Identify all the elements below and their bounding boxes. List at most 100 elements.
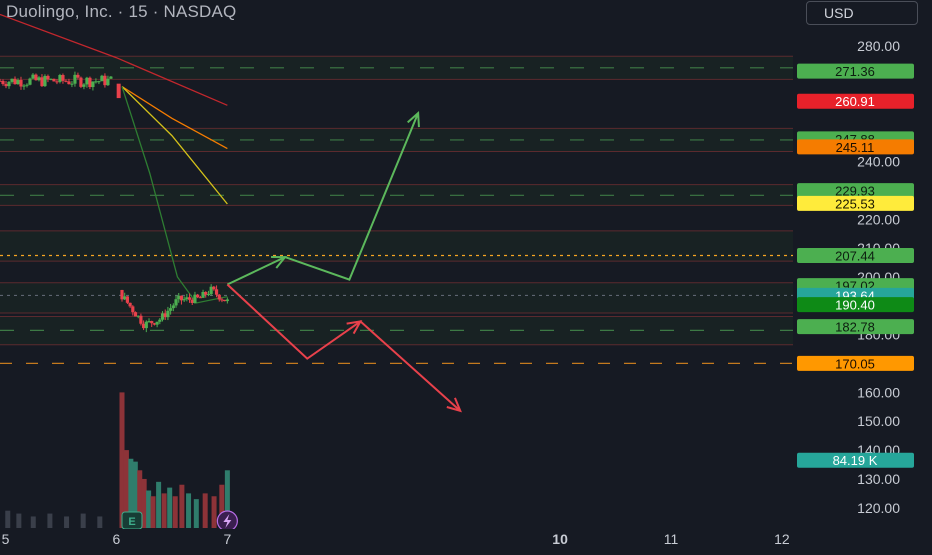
candle-body — [225, 299, 229, 302]
price-label[interactable]: 190.40 — [797, 297, 914, 313]
moving-average-2 — [121, 86, 228, 205]
price-label-text: 207.44 — [835, 249, 875, 264]
candle-body — [174, 299, 178, 306]
price-label-bg — [797, 195, 914, 211]
price-tick-label: 150.00 — [857, 413, 900, 429]
time-tick-label: 11 — [664, 531, 679, 547]
price-label-bg — [797, 355, 914, 371]
candle-body — [206, 294, 211, 296]
price-tick-label: 220.00 — [857, 211, 900, 227]
volume-bar — [224, 470, 230, 528]
price-label-bg — [797, 319, 914, 335]
candle-body — [169, 308, 173, 311]
price-label-bg — [797, 297, 914, 313]
candle-body — [166, 310, 170, 318]
candle-body — [190, 299, 194, 303]
price-label[interactable]: 260.91 — [797, 93, 914, 110]
candle-body — [46, 75, 50, 80]
price-tick-label: 280.00 — [857, 38, 900, 54]
candle-body — [91, 81, 95, 88]
candle-body — [61, 75, 65, 81]
symbol-title[interactable]: Duolingo, Inc. · 15 · NASDAQ — [6, 2, 237, 21]
candle-body — [70, 83, 74, 85]
candle-body — [76, 74, 80, 78]
price-label-text: 225.53 — [835, 196, 875, 211]
candle-body — [220, 299, 224, 301]
volume-bar — [16, 513, 22, 528]
candle-body — [67, 81, 71, 85]
lightning-bolt-icon — [223, 514, 232, 528]
price-label[interactable]: 271.36 — [797, 63, 914, 80]
candle-body — [139, 315, 143, 324]
volume-bar — [128, 458, 134, 528]
price-tick-label: 120.00 — [857, 500, 900, 516]
time-tick-label: 5 — [2, 531, 10, 547]
price-label[interactable]: 225.53 — [797, 195, 914, 212]
candle-body — [55, 81, 59, 83]
price-tick-label: 240.00 — [857, 154, 900, 170]
arrow-head — [346, 320, 363, 335]
candle-body — [201, 291, 205, 298]
price-label-bg — [797, 139, 914, 155]
candle-body — [97, 81, 101, 83]
currency-button[interactable]: USD — [806, 1, 918, 25]
moving-averages — [0, 13, 228, 304]
volume-bar — [47, 513, 53, 528]
candle-body — [88, 77, 92, 88]
candle-body — [103, 75, 107, 86]
volume-bar — [219, 484, 225, 528]
price-label-bg — [797, 93, 914, 109]
candle-body — [40, 77, 44, 87]
candle-body — [13, 78, 17, 85]
price-label[interactable]: 170.05 — [797, 355, 914, 372]
candle-body — [177, 295, 181, 300]
volume-bar — [30, 516, 36, 528]
candle-body — [37, 77, 41, 81]
volume-bar — [186, 493, 192, 528]
candle-body — [193, 294, 197, 303]
candle-body — [52, 78, 56, 82]
candle-body — [106, 78, 110, 86]
candle-body — [123, 296, 127, 300]
volume-label[interactable]: 84.19 K — [797, 452, 914, 469]
volume-bar — [193, 499, 199, 528]
bull-scenario-path[interactable] — [226, 112, 420, 286]
candle-body — [120, 289, 124, 300]
candle-body — [94, 81, 98, 83]
price-label[interactable]: 245.11 — [797, 139, 914, 155]
arrow-head — [407, 110, 420, 128]
price-label-bg — [797, 63, 914, 79]
candle-body — [43, 75, 47, 87]
price-tick-label: 160.00 — [857, 384, 900, 400]
candle-body — [163, 313, 167, 318]
price-label[interactable]: 182.78 — [797, 319, 914, 335]
volume-bar — [179, 484, 185, 528]
candle-body — [49, 78, 53, 80]
bear-scenario-path[interactable] — [226, 283, 461, 412]
candle-body — [1, 80, 5, 85]
price-label-text: 190.40 — [835, 298, 875, 313]
candle-body — [128, 302, 132, 307]
price-label[interactable]: 229.93 — [797, 183, 914, 199]
time-tick-label: 6 — [113, 531, 121, 547]
candle-body — [85, 77, 89, 85]
candle-body — [185, 297, 189, 300]
price-label-text: 170.05 — [835, 356, 875, 371]
candle-body — [182, 299, 186, 301]
price-label-text: 271.36 — [835, 64, 875, 79]
volume-bars — [5, 392, 230, 528]
price-label[interactable]: 207.44 — [797, 248, 914, 264]
candle-body — [131, 306, 135, 313]
moving-average-3 — [121, 86, 228, 304]
arrow-head — [271, 255, 288, 269]
arrow-head — [446, 397, 462, 413]
volume-label-bg — [797, 452, 914, 468]
candle-body — [147, 321, 151, 323]
candle-body — [19, 80, 23, 87]
price-labels: 271.36260.91247.88245.11229.93225.53207.… — [797, 63, 914, 469]
candle-body — [64, 80, 68, 82]
candle-body — [109, 76, 113, 79]
candle-body — [150, 321, 154, 324]
